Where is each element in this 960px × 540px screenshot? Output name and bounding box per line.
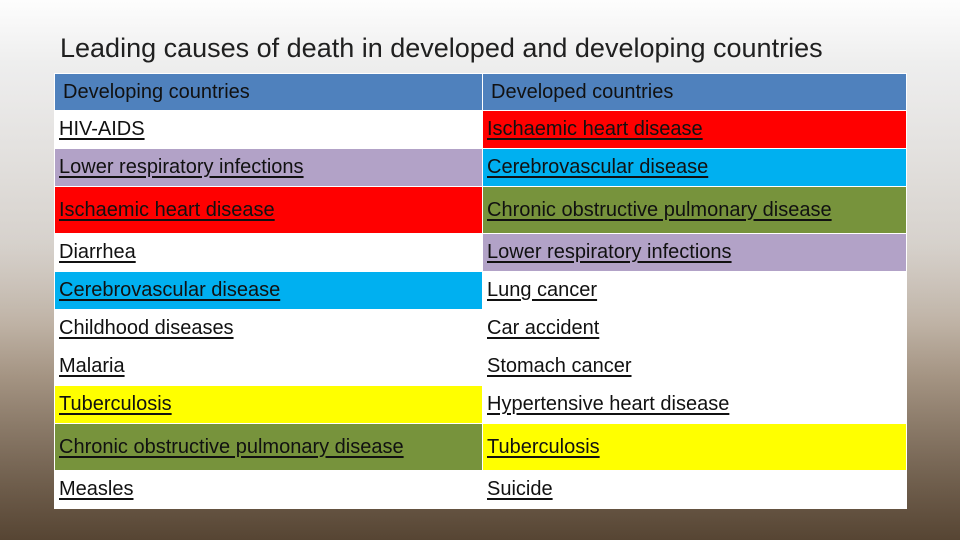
table-row: Childhood diseases Car accident	[54, 309, 907, 348]
cell-developed[interactable]: Lung cancer	[482, 271, 907, 310]
cell-developing[interactable]: Cerebrovascular disease	[54, 271, 483, 310]
cell-developing[interactable]: Chronic obstructive pulmonary disease	[54, 423, 483, 471]
causes-of-death-table: Developing countries Developed countries…	[54, 73, 907, 509]
cell-developing[interactable]: Ischaemic heart disease	[54, 186, 483, 234]
cell-developed[interactable]: Stomach cancer	[482, 347, 907, 386]
table-row: Lower respiratory infections Cerebrovasc…	[54, 148, 907, 187]
table-row: Cerebrovascular disease Lung cancer	[54, 271, 907, 310]
table-row: Malaria Stomach cancer	[54, 347, 907, 386]
cell-developed[interactable]: Car accident	[482, 309, 907, 348]
cell-developed[interactable]: Chronic obstructive pulmonary disease	[482, 186, 907, 234]
cell-developing[interactable]: Measles	[54, 470, 483, 509]
cell-developed[interactable]: Cerebrovascular disease	[482, 148, 907, 187]
cell-developing[interactable]: Malaria	[54, 347, 483, 386]
table-header-row: Developing countries Developed countries	[54, 73, 907, 111]
table-row: Measles Suicide	[54, 470, 907, 509]
cell-developed[interactable]: Ischaemic heart disease	[482, 110, 907, 149]
cell-developing[interactable]: Diarrhea	[54, 233, 483, 272]
cell-developed[interactable]: Hypertensive heart disease	[482, 385, 907, 424]
table-row: Tuberculosis Hypertensive heart disease	[54, 385, 907, 424]
header-developing: Developing countries	[54, 73, 483, 111]
cell-developing[interactable]: Lower respiratory infections	[54, 148, 483, 187]
table-row: HIV-AIDS Ischaemic heart disease	[54, 110, 907, 149]
cell-developing[interactable]: Childhood diseases	[54, 309, 483, 348]
table-row: Chronic obstructive pulmonary disease Tu…	[54, 423, 907, 471]
slide-title: Leading causes of death in developed and…	[60, 33, 823, 63]
table-row: Diarrhea Lower respiratory infections	[54, 233, 907, 272]
cell-developed[interactable]: Lower respiratory infections	[482, 233, 907, 272]
cell-developed[interactable]: Tuberculosis	[482, 423, 907, 471]
cell-developing[interactable]: Tuberculosis	[54, 385, 483, 424]
header-developed: Developed countries	[482, 73, 907, 111]
table-row: Ischaemic heart disease Chronic obstruct…	[54, 186, 907, 234]
cell-developing[interactable]: HIV-AIDS	[54, 110, 483, 149]
cell-developed[interactable]: Suicide	[482, 470, 907, 509]
